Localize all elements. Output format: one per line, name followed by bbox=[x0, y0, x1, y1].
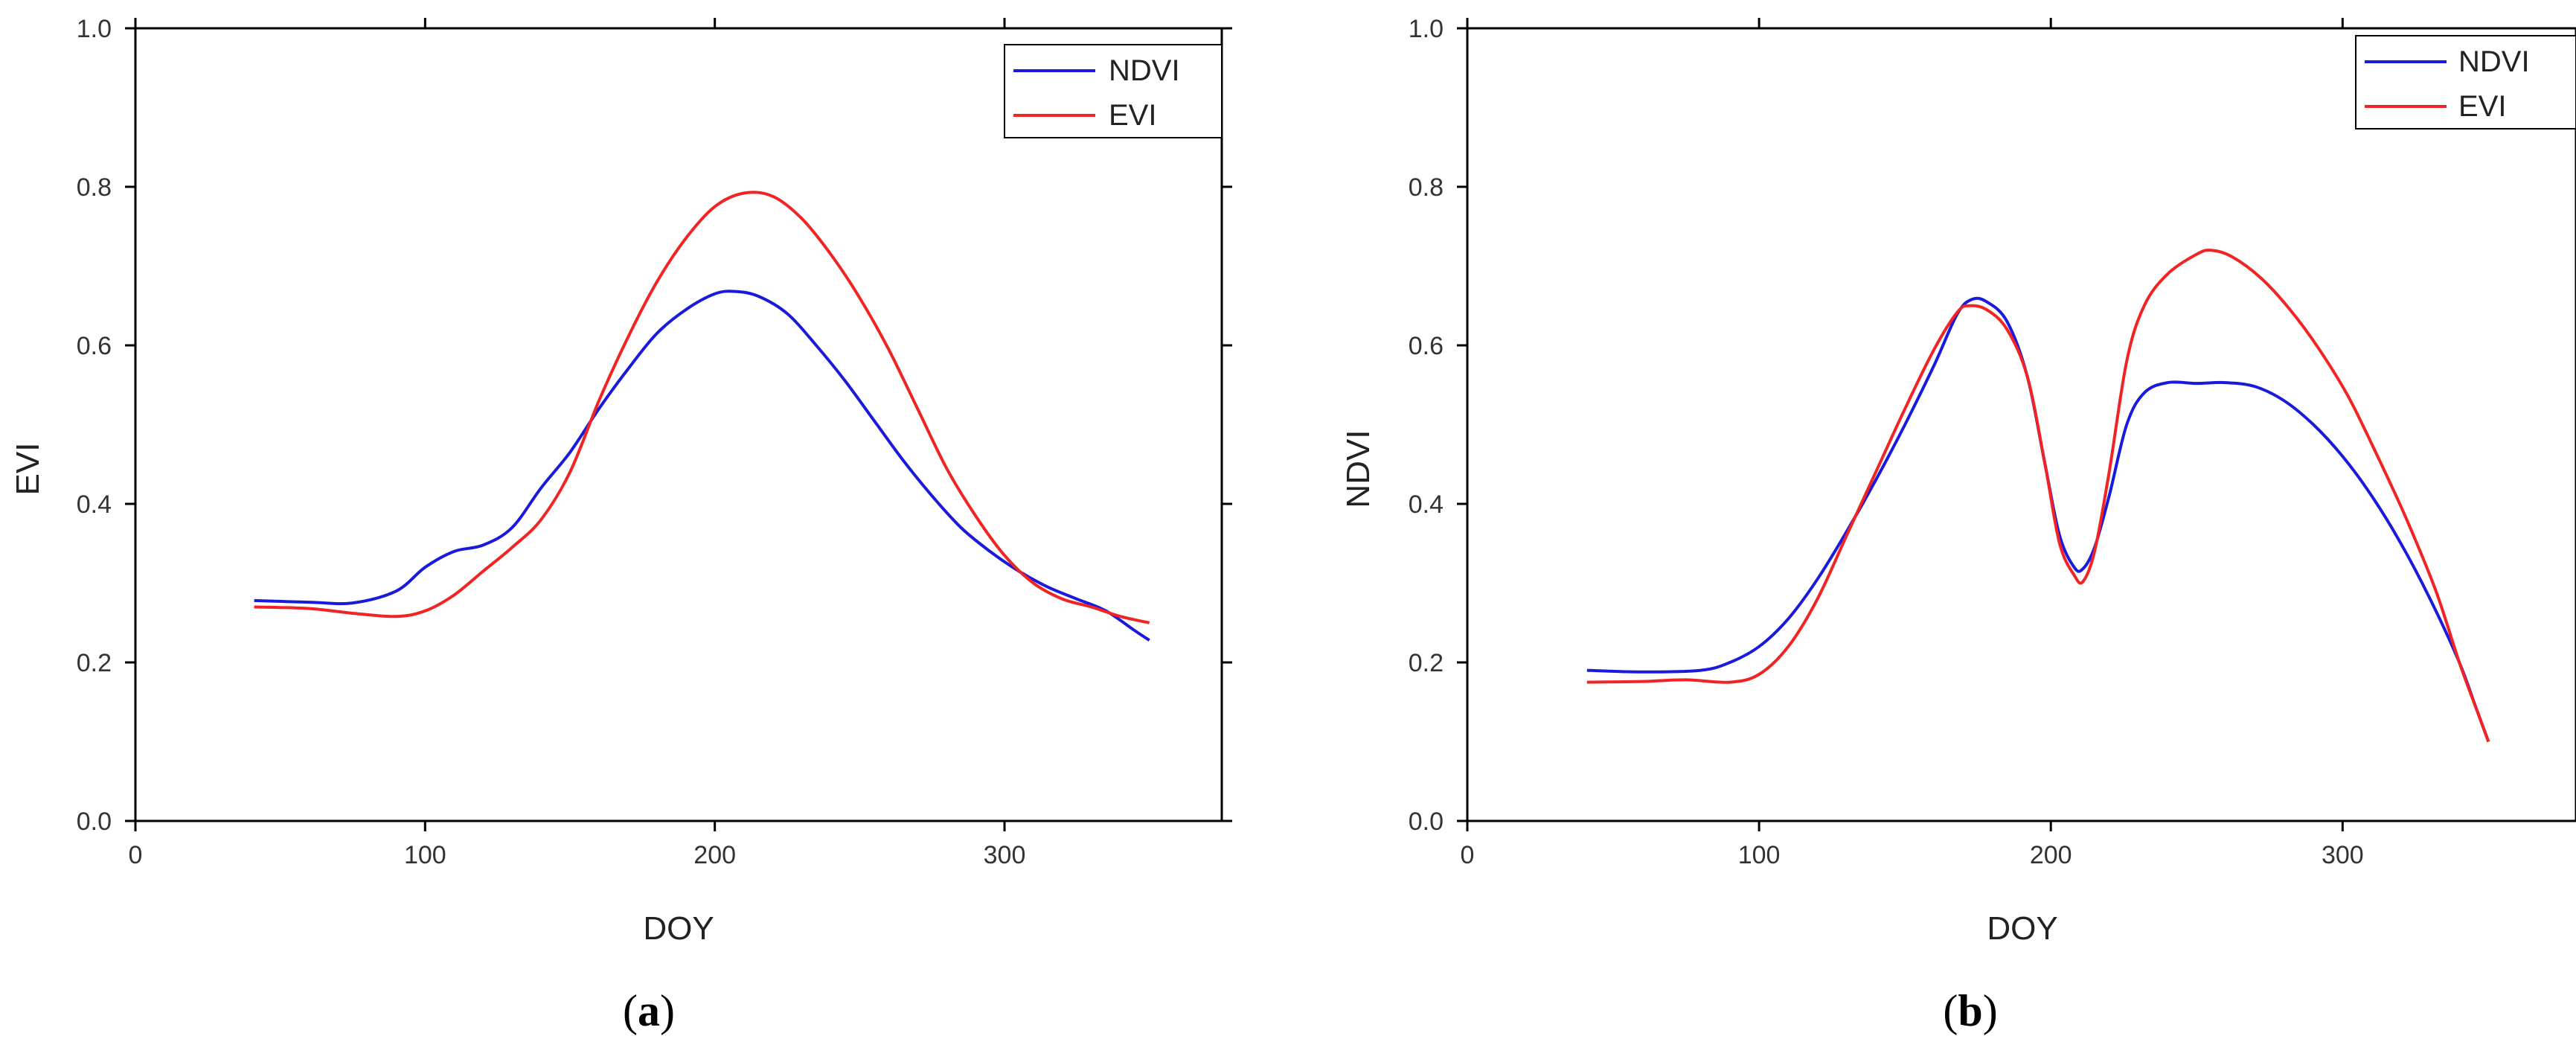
plot-frame bbox=[1466, 27, 2576, 822]
y-tick-label: 0.4 bbox=[77, 490, 112, 519]
legend-label-ndvi: NDVI bbox=[2458, 45, 2530, 78]
y-tick-label: 0.8 bbox=[1409, 173, 1444, 202]
series-group bbox=[1586, 249, 2490, 743]
y-tick-label: 1.0 bbox=[77, 15, 112, 43]
panel-label-letter: b bbox=[1958, 986, 1982, 1035]
panel-label-open: ( bbox=[623, 986, 638, 1035]
x-tick-label: 300 bbox=[984, 841, 1026, 869]
legend-box bbox=[2355, 35, 2576, 130]
x-tick-label: 200 bbox=[693, 841, 736, 869]
y-axis-label: NDVI bbox=[1340, 429, 1377, 508]
x-tick-label: 100 bbox=[1738, 841, 1781, 869]
axis-ticks bbox=[1457, 18, 2344, 831]
legend: NDVI EVI bbox=[1004, 44, 1223, 138]
legend: NDVI EVI bbox=[2355, 35, 2576, 130]
y-tick-label: 0.0 bbox=[1409, 808, 1444, 836]
axis-ticks bbox=[125, 18, 1232, 831]
series-group bbox=[254, 191, 1150, 642]
x-axis-label: DOY bbox=[1987, 910, 2057, 947]
legend-label-ndvi: NDVI bbox=[1109, 54, 1180, 87]
x-tick-label: 0 bbox=[1461, 841, 1475, 869]
x-tick-label: 100 bbox=[404, 841, 446, 869]
legend-label-evi: EVI bbox=[2458, 90, 2506, 123]
y-tick-label: 0.6 bbox=[77, 332, 112, 360]
legend-box bbox=[1004, 44, 1223, 138]
panel-label-open: ( bbox=[1943, 986, 1958, 1035]
y-tick-labels: 0.0 0.2 0.4 0.6 0.8 1.0 bbox=[77, 15, 112, 836]
panel-label-close: ) bbox=[660, 986, 675, 1035]
y-axis-label: EVI bbox=[10, 443, 46, 496]
panel-label-letter: a bbox=[638, 986, 660, 1035]
series-line-evi bbox=[1586, 249, 2490, 743]
panel-label: (b) bbox=[1943, 986, 1997, 1035]
x-tick-label: 0 bbox=[129, 841, 143, 869]
panel-label: (a) bbox=[623, 986, 675, 1035]
panel-label-close: ) bbox=[1983, 986, 1998, 1035]
series-line-evi bbox=[254, 191, 1150, 624]
x-tick-label: 300 bbox=[2322, 841, 2364, 869]
y-tick-label: 0.4 bbox=[1409, 490, 1444, 519]
x-tick-label: 200 bbox=[2030, 841, 2072, 869]
series-line-ndvi bbox=[1586, 296, 2490, 743]
y-tick-label: 0.2 bbox=[1409, 649, 1444, 677]
series-line-ndvi bbox=[254, 290, 1150, 642]
y-tick-label: 0.6 bbox=[1409, 332, 1444, 360]
y-tick-label: 1.0 bbox=[1409, 15, 1444, 43]
legend-label-evi: EVI bbox=[1109, 99, 1156, 132]
x-tick-labels: 0 100 200 300 bbox=[129, 841, 1026, 869]
chart-b: 0 100 200 300 0.0 0.2 0.4 0.6 0.8 1.0 DO… bbox=[1340, 15, 2576, 1035]
y-tick-label: 0.8 bbox=[77, 173, 112, 202]
y-tick-label: 0.2 bbox=[77, 649, 112, 677]
x-axis-label: DOY bbox=[643, 910, 714, 947]
y-tick-labels: 0.0 0.2 0.4 0.6 0.8 1.0 bbox=[1409, 15, 1444, 836]
x-tick-labels: 0 100 200 300 bbox=[1461, 841, 2364, 869]
chart-a: 0 100 200 300 0.0 0.2 0.4 0.6 0.8 1.0 DO… bbox=[10, 15, 1232, 1035]
y-tick-label: 0.0 bbox=[77, 808, 112, 836]
plot-frame bbox=[134, 27, 1223, 822]
